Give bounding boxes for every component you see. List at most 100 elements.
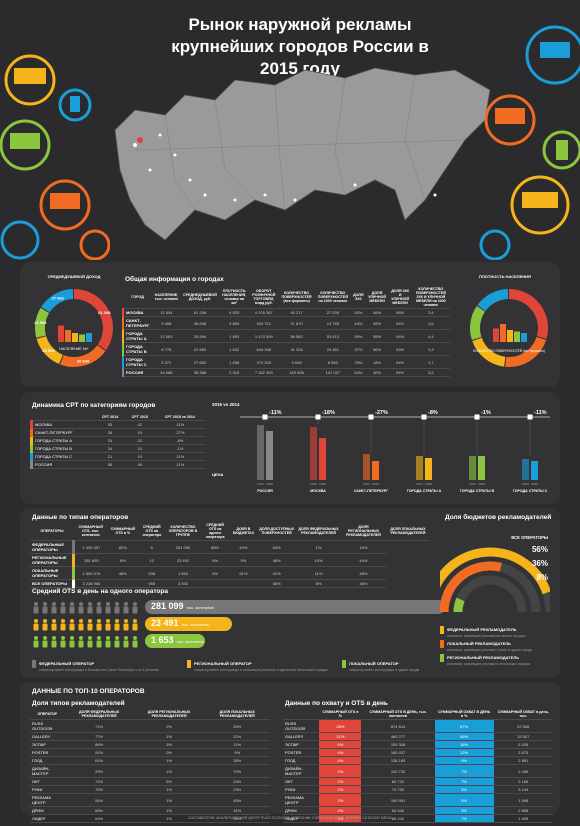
- column-header: КОЛИЧЕСТВО ПОВЕРХНОСТЕЙ 3X6 И УЛИЧНОЙ МЕ…: [411, 286, 450, 309]
- person-icon-head: [79, 636, 83, 640]
- table-cell: 11%: [296, 566, 341, 580]
- person-icon-head: [124, 602, 128, 606]
- column-header: НАСЕЛЕНИЕ, тыс. человек: [152, 286, 181, 309]
- table-row: ДРИМ 68% 1% 31%: [30, 806, 270, 815]
- table-cell: 24%: [204, 777, 270, 786]
- table-cell: 5%: [434, 806, 494, 815]
- table-cell: 19: [124, 452, 155, 461]
- person-icon-body: [96, 606, 102, 614]
- table-row: ГОЛД 61% 1% 38%: [30, 756, 270, 765]
- table-cell: 1%: [133, 732, 205, 741]
- change-label: -18%: [322, 410, 335, 416]
- legend-description: оператор имеет конструкции в нескольких …: [194, 668, 328, 672]
- table-cell: 12%: [434, 748, 494, 757]
- person-icon-body: [105, 640, 111, 648]
- table-cell: 84%: [257, 540, 297, 554]
- donut-value-label: 25 594: [42, 348, 55, 353]
- column-header: ДОЛЯ ФЕДЕРАЛЬНЫХ РЕКЛАМОДАТЕЛЕЙ: [296, 522, 341, 541]
- table-cell: 4%: [319, 748, 362, 757]
- table-cell: 0%: [133, 748, 205, 757]
- table-row: РЕКЛАМА ЦЕНТР 2% 100 991 5% 1 598: [283, 793, 553, 807]
- population-bar: [86, 333, 92, 342]
- table-cell: 10%: [296, 553, 341, 567]
- column-header: КОЛИЧЕСТВО ПОВЕРХНОСТЕЙ на 1000 человек: [314, 286, 352, 309]
- budget-chart: ВСЕ ОПЕРАТОРЫ 56% 36% 8%: [440, 535, 550, 613]
- person-icon-head: [97, 619, 101, 623]
- legend-swatch: [440, 640, 444, 648]
- table-cell: 36 848: [180, 316, 220, 330]
- donut-segment: [41, 289, 74, 313]
- table-cell: 9%: [200, 553, 230, 567]
- table-cell: 3 392: [165, 579, 201, 588]
- table-cell: 26: [95, 428, 125, 437]
- ots-bar: 1 653 тыс. контактов: [145, 634, 205, 648]
- table-cell: 1%: [296, 540, 341, 554]
- table-cell: 1,7: [411, 355, 450, 369]
- surface-bar: [500, 324, 506, 342]
- population-bar: [79, 334, 85, 342]
- series-label: 2014: [257, 482, 264, 486]
- city-name: ГОРОДА СТРАТЫ C: [121, 355, 153, 369]
- budget-center-label: ВСЕ ОПЕРАТОРЫ: [511, 535, 548, 540]
- table-cell: 5 426: [493, 740, 553, 749]
- table-cell: 147 027: [314, 368, 352, 377]
- table-cell: 3 144: [493, 785, 553, 794]
- table-cell: 9%: [229, 553, 258, 567]
- table-row: РОССИЯ 44 088 38 388 2 318 7 152 359 159 655 1…: [121, 368, 450, 377]
- table-row: ЛИДЕР 64% 1% 35%: [30, 814, 270, 823]
- decor-billboards-left: [0, 54, 110, 260]
- donut-segment: [505, 336, 547, 367]
- person-icon-body: [132, 606, 138, 614]
- column-header: ДОЛЯ УЛИЧНОЙ МЕБЕЛИ: [365, 286, 389, 309]
- table-cell: 22 508: [493, 719, 553, 733]
- operator-name: GALLERY: [283, 732, 320, 741]
- cpt-bar: [522, 459, 529, 480]
- table-cell: 3,2: [411, 368, 450, 377]
- ots-value-label: 23 491 тыс. контактов: [151, 618, 209, 628]
- table-cell: 48%: [340, 566, 386, 580]
- legend-swatch: [342, 660, 346, 668]
- table-cell: 1%: [133, 756, 205, 765]
- table-cell: 76%: [64, 785, 134, 794]
- column-header: ДОЛЯ ДОСТУПНЫХ ПОВЕРХНОСТЕЙ: [257, 522, 297, 541]
- person-icon-head: [79, 619, 83, 623]
- person-icon-head: [133, 602, 137, 606]
- legend-label: ФЕДЕРАЛЬНЫЙ РЕКЛАМОДАТЕЛЬ: [447, 627, 517, 633]
- ots-bar: 23 491 тыс. контактов: [145, 617, 232, 631]
- table-cell: 9%: [204, 748, 270, 757]
- table-row: GALLERY 21% 460 277 45% 15 507: [283, 732, 553, 741]
- table-cell: 1 698: [493, 814, 553, 823]
- operator-name: ОКТ: [30, 777, 65, 786]
- column-header: ОБОРОТ РОЗНИЧНОЙ ТОРГОВЛИ, млрд руб.: [249, 286, 279, 309]
- table-cell: 5 271: [152, 355, 181, 369]
- table-cell: 40 217: [278, 308, 315, 317]
- column-header: СУММАРНЫЙ ОХВАТ в день, тыс.: [493, 709, 553, 720]
- person-icon-body: [114, 623, 120, 631]
- trend-marker: [421, 414, 427, 420]
- table-row: ГОРОДА СТРАТЫ B 24 24 -1%: [30, 444, 205, 453]
- person-icon-head: [52, 636, 56, 640]
- person-icon-head: [133, 636, 137, 640]
- person-icon-body: [123, 606, 129, 614]
- table-cell: 68%: [64, 806, 134, 815]
- person-icon-head: [43, 602, 47, 606]
- change-label: -11%: [269, 410, 282, 416]
- table-cell: -1%: [154, 444, 205, 453]
- table-cell: 31%: [204, 806, 270, 815]
- table-cell: 4 378 387: [249, 308, 279, 317]
- donut-right-title: ПЛОТНОСТЬ НАСЕЛЕНИЯ: [479, 274, 531, 279]
- city-name: ГОРОДА СТРАТЫ А: [30, 436, 96, 445]
- trend-marker: [315, 414, 321, 420]
- top10-title: ДАННЫЕ ПО ТОП-10 ОПЕРАТОРОВ: [32, 688, 145, 695]
- table-cell: 19 783: [314, 316, 352, 330]
- table-cell: 91%: [64, 748, 134, 757]
- column-header: СУММАРНЫЙ OTS в %: [319, 709, 362, 720]
- operator-name: ДРИМ: [283, 806, 320, 815]
- table-cell: 93%: [388, 342, 412, 356]
- person-icon-head: [88, 619, 92, 623]
- operator-name: РЕГИОНАЛЬНЫЕ ОПЕРАТОРЫ: [30, 553, 76, 567]
- donut-center-label: КОЛИЧЕСТВО ПОВЕРХНОСТЕЙ (все форматы): [473, 349, 545, 353]
- table-cell: 51%: [229, 566, 258, 580]
- change-label: -8%: [428, 410, 438, 416]
- table-cell: -8%: [154, 436, 205, 445]
